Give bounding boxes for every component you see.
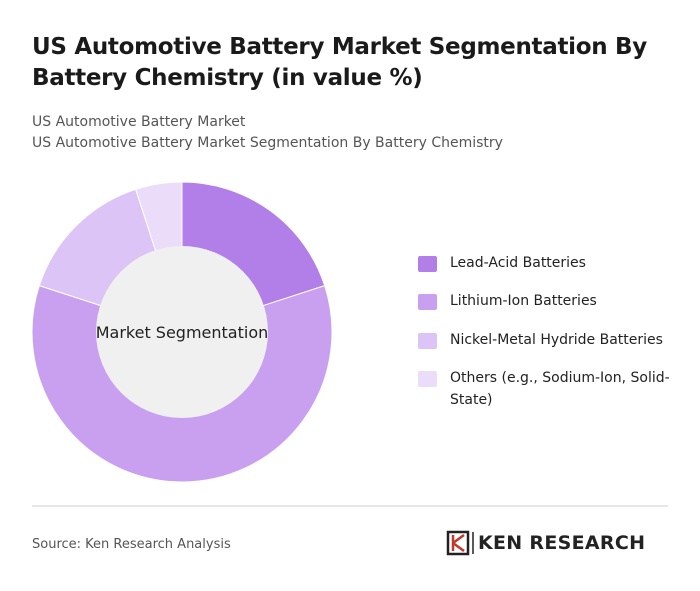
donut-hole xyxy=(96,246,268,418)
legend-item: Lead-Acid Batteries xyxy=(418,255,670,274)
chart-title: US Automotive Battery Market Segmentatio… xyxy=(32,34,647,91)
legend-swatch xyxy=(418,294,437,310)
logo-text: KEN RESEARCH xyxy=(478,532,646,554)
subtitle: US Automotive Battery Market Segmentatio… xyxy=(32,135,503,151)
subtitle: US Automotive Battery Market xyxy=(32,114,246,130)
legend-label: Others (e.g., Sodium-Ion, Solid-State) xyxy=(450,370,670,408)
logo-icon xyxy=(446,530,474,556)
legend-label: Nickel-Metal Hydride Batteries xyxy=(450,332,663,348)
legend-label: Lithium-Ion Batteries xyxy=(450,293,597,309)
center-label: Market Segmentation xyxy=(96,323,269,342)
legend-swatch xyxy=(418,371,437,387)
legend-item: Nickel-Metal Hydride Batteries xyxy=(418,332,670,351)
legend-item: Lithium-Ion Batteries xyxy=(418,293,670,312)
legend-item: Others (e.g., Sodium-Ion, Solid-State) xyxy=(418,370,670,411)
source: Source: Ken Research Analysis xyxy=(32,537,231,552)
legend-label: Lead-Acid Batteries xyxy=(450,255,586,271)
legend-swatch xyxy=(418,256,437,272)
legend-swatch xyxy=(418,333,437,349)
